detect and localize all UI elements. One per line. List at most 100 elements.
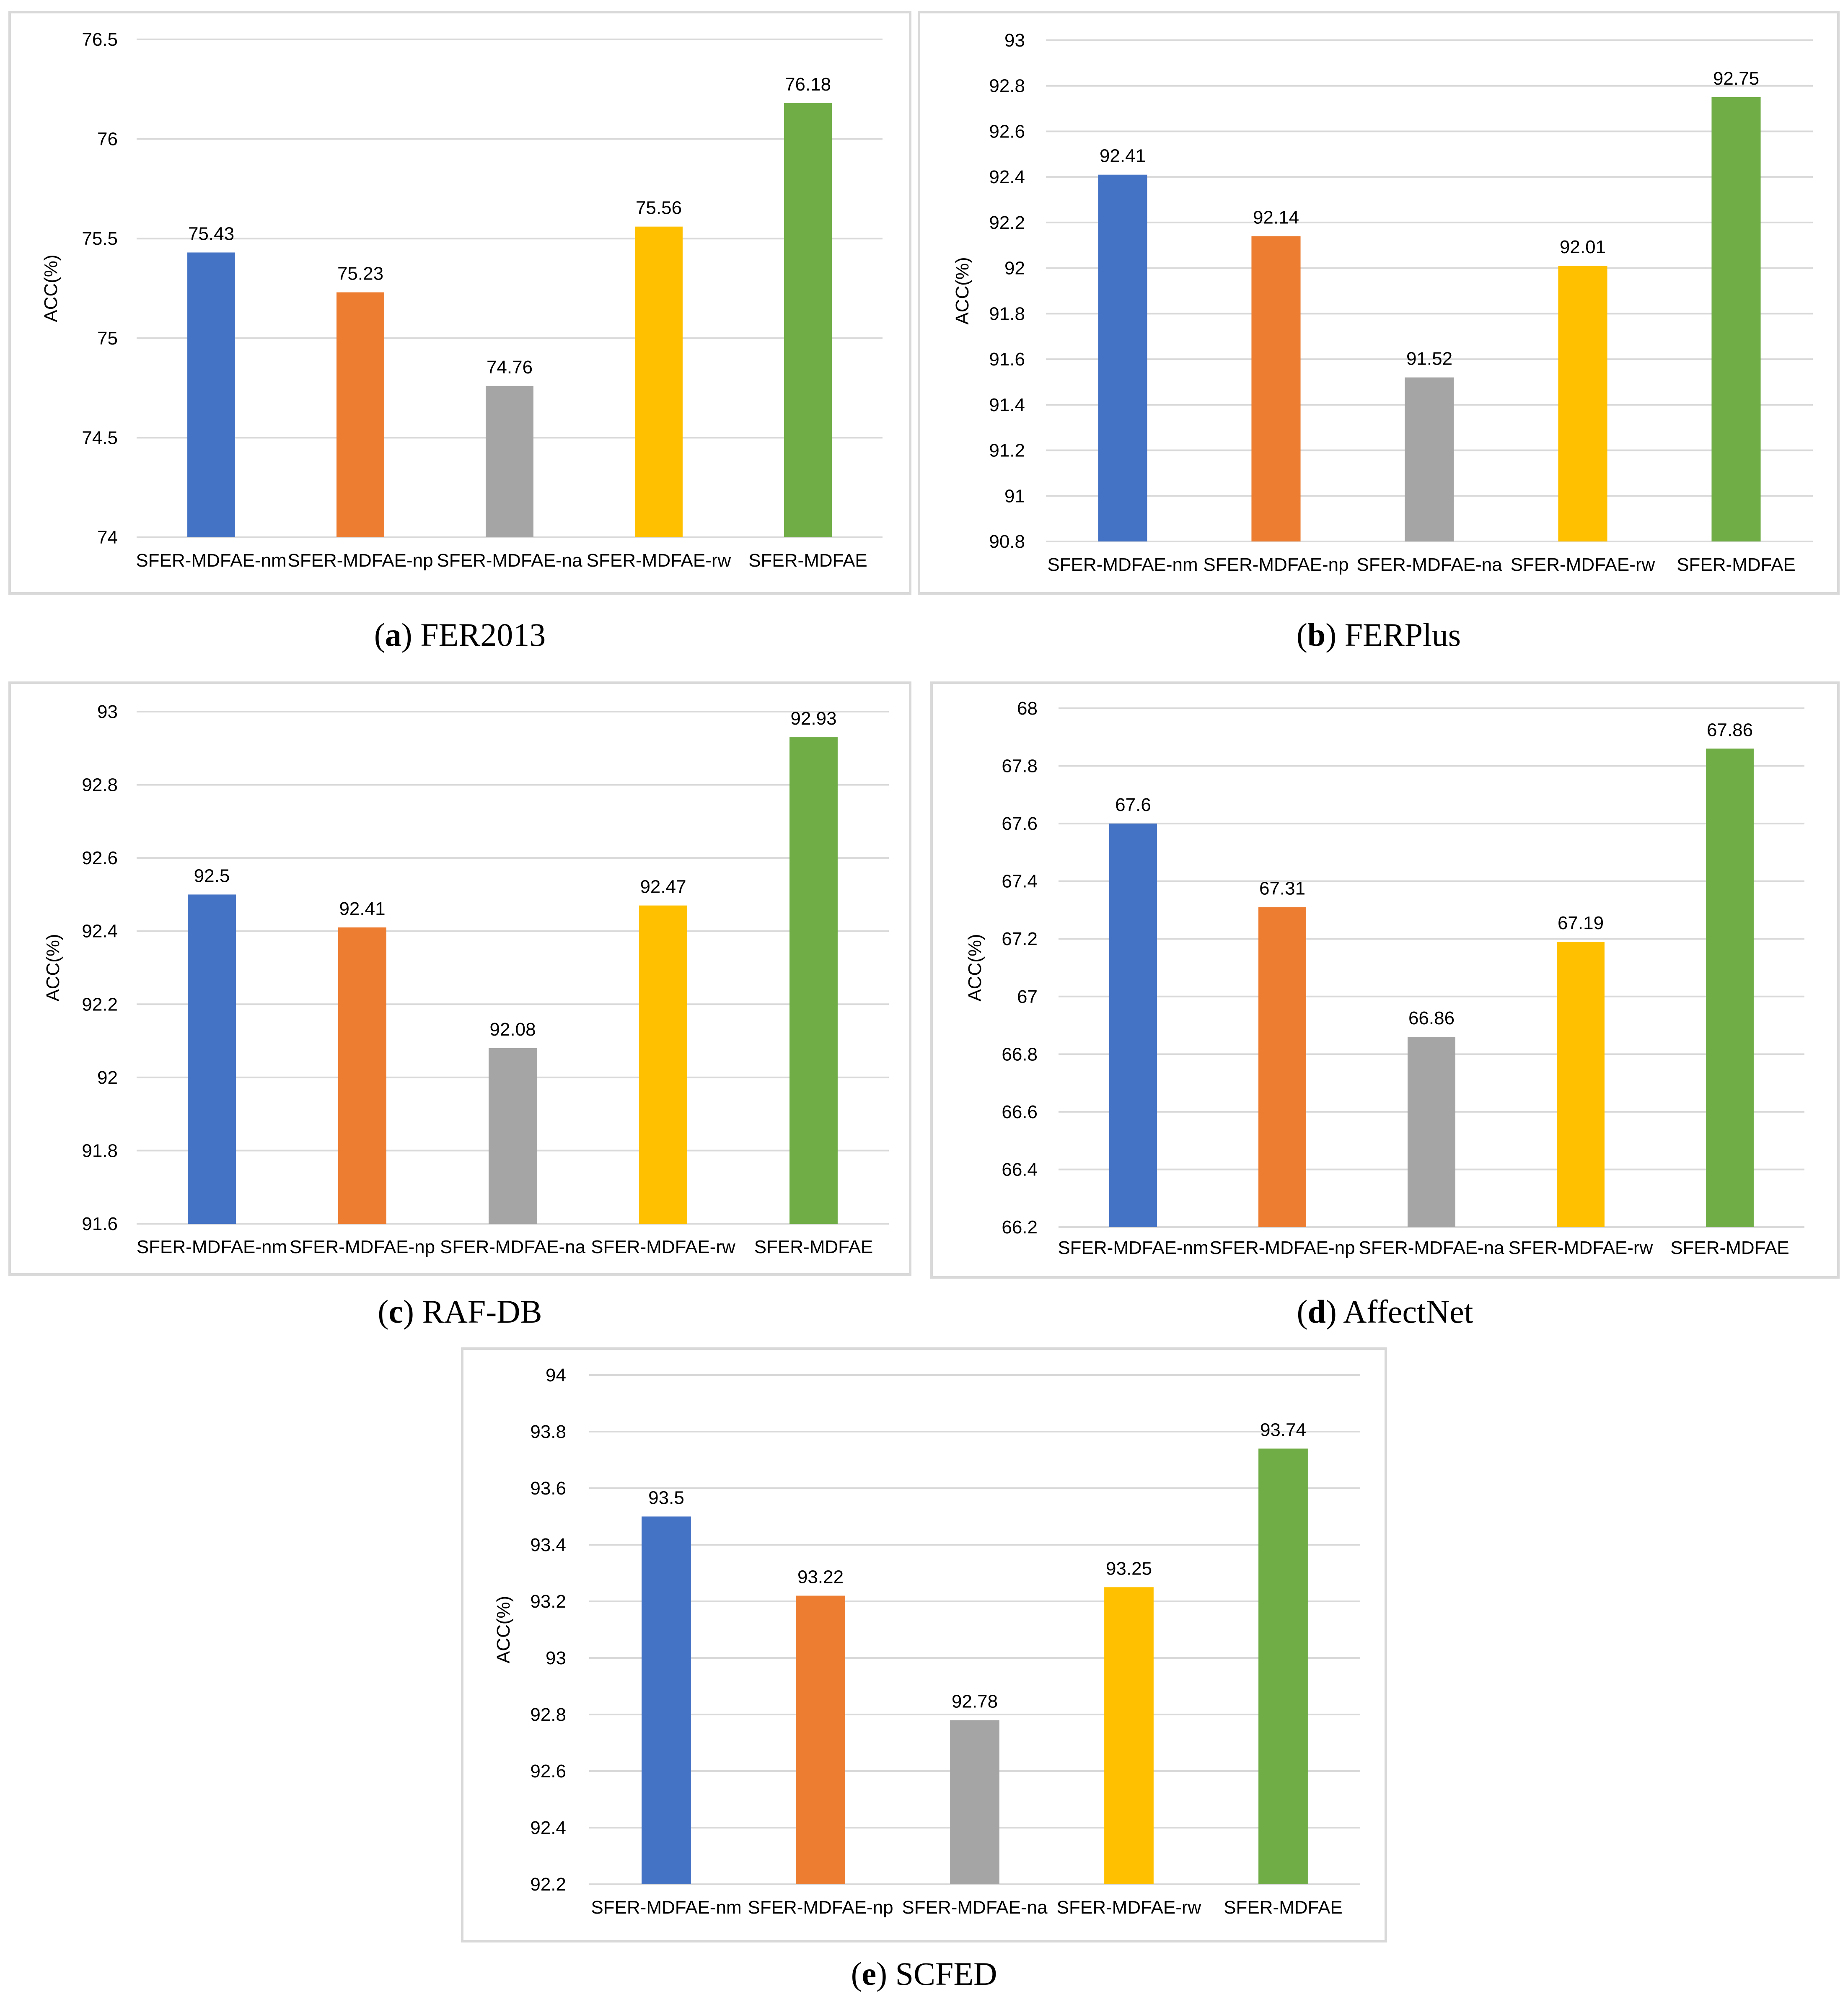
y-tick-label: 75.5 xyxy=(82,228,118,249)
x-tick-label: SFER-MDFAE-na xyxy=(440,1237,586,1257)
data-label: 67.86 xyxy=(1707,720,1753,740)
y-axis-label: ACC(%) xyxy=(493,1596,514,1663)
bar xyxy=(336,292,384,537)
bar xyxy=(796,1595,845,1884)
y-axis-label: ACC(%) xyxy=(43,934,63,1001)
x-tick-label: SFER-MDFAE-rw xyxy=(587,550,731,571)
data-label: 93.5 xyxy=(648,1488,684,1508)
bar xyxy=(642,1516,691,1884)
x-tick-label: SFER-MDFAE-nm xyxy=(1047,554,1198,575)
bar xyxy=(1405,377,1454,541)
x-tick-label: SFER-MDFAE-np xyxy=(748,1897,893,1918)
bar xyxy=(1098,174,1147,541)
chart-panel-raf-db: 91.6 91.8 92 92.2 92.4 92.6 92.8 93 ACC(%) 92.5 SF… xyxy=(8,681,911,1276)
x-tick-label: SFER-MDFAE-na xyxy=(437,550,582,571)
bar xyxy=(1109,824,1157,1227)
caption-text: RAF-DB xyxy=(422,1293,542,1330)
data-label: 92.78 xyxy=(952,1691,998,1712)
y-tick-label: 67 xyxy=(1017,987,1038,1007)
caption-letter: c xyxy=(388,1293,404,1330)
y-tick-label: 75 xyxy=(97,328,118,349)
data-label: 92.75 xyxy=(1713,68,1759,89)
y-tick-label: 92.8 xyxy=(82,775,118,795)
data-label: 92.5 xyxy=(194,865,230,886)
x-tick-label: SFER-MDFAE xyxy=(1224,1897,1343,1918)
caption-raf-db: (c) RAF-DB xyxy=(378,1293,542,1330)
bar-chart-raf-db: 91.6 91.8 92 92.2 92.4 92.6 92.8 93 ACC(%) 92.5 SF… xyxy=(43,702,889,1257)
x-tick-label: SFER-MDFAE-np xyxy=(287,550,433,571)
y-tick-label: 91 xyxy=(1004,486,1025,506)
data-label: 75.43 xyxy=(188,223,234,244)
y-tick-label: 93 xyxy=(546,1648,566,1668)
chart-panel-ferplus: 90.8 91 91.2 91.4 91.6 91.8 92 92.2 92.4 92.6 92.8… xyxy=(918,11,1840,595)
data-label: 75.23 xyxy=(337,264,383,284)
x-tick-label: SFER-MDFAE-na xyxy=(1356,554,1502,575)
bar xyxy=(784,103,832,538)
bar xyxy=(950,1720,999,1884)
bar-chart-scfed: 92.2 92.4 92.6 92.8 93 93.2 93.4 93.6 93.8 94 ACC(… xyxy=(493,1365,1360,1918)
chart-panel-scfed: 92.2 92.4 92.6 92.8 93 93.2 93.4 93.6 93.8 94 ACC(… xyxy=(461,1347,1387,1942)
y-tick-label: 66.4 xyxy=(1002,1159,1038,1180)
bar xyxy=(1251,236,1301,541)
y-tick-label: 66.6 xyxy=(1002,1102,1038,1122)
caption-ferplus: (b) FERPlus xyxy=(1296,616,1461,653)
bar xyxy=(187,252,235,537)
data-label: 93.22 xyxy=(797,1567,844,1588)
y-tick-label: 93.4 xyxy=(530,1535,566,1555)
bar xyxy=(635,226,683,537)
y-tick-label: 92.4 xyxy=(989,167,1025,187)
x-tick-label: SFER-MDFAE-nm xyxy=(1058,1238,1208,1258)
bar xyxy=(1408,1037,1455,1227)
x-tick-label: SFER-MDFAE-np xyxy=(1203,554,1348,575)
data-label: 92.08 xyxy=(489,1019,536,1040)
bar xyxy=(789,737,838,1224)
y-tick-label: 92.2 xyxy=(989,212,1025,233)
x-tick-label: SFER-MDFAE xyxy=(1677,554,1796,575)
y-tick-label: 92.4 xyxy=(82,921,118,942)
bar-chart-ferplus: 90.8 91 91.2 91.4 91.6 91.8 92 92.2 92.4 92.6 92.8… xyxy=(952,30,1813,575)
bar-chart-affectnet: 66.2 66.4 66.6 66.8 67 67.2 67.4 67.6 67.8 68 ACC(… xyxy=(965,698,1804,1258)
x-tick-label: SFER-MDFAE-rw xyxy=(591,1237,735,1257)
y-tick-label: 91.4 xyxy=(989,395,1025,415)
bar xyxy=(1258,907,1306,1227)
caption-affectnet: (d) AffectNet xyxy=(1297,1293,1473,1330)
y-axis-label: ACC(%) xyxy=(952,257,973,324)
y-tick-label: 68 xyxy=(1017,698,1038,719)
data-label: 92.41 xyxy=(1100,146,1146,166)
y-tick-label: 92.4 xyxy=(530,1818,566,1838)
bar xyxy=(1711,97,1761,542)
bar xyxy=(338,927,386,1224)
y-tick-label: 92.2 xyxy=(82,994,118,1015)
y-tick-label: 91.8 xyxy=(82,1140,118,1161)
y-tick-label: 74.5 xyxy=(82,427,118,448)
x-tick-label: SFER-MDFAE-rw xyxy=(1057,1897,1201,1918)
y-tick-label: 93.6 xyxy=(530,1478,566,1499)
y-tick-label: 76 xyxy=(97,129,118,150)
caption-letter: a xyxy=(385,616,401,653)
x-tick-label: SFER-MDFAE xyxy=(754,1237,873,1257)
y-tick-label: 92.6 xyxy=(989,121,1025,142)
y-tick-label: 93 xyxy=(1004,30,1025,51)
data-label: 92.14 xyxy=(1253,207,1299,228)
caption-text: FERPlus xyxy=(1344,616,1461,653)
bar xyxy=(1558,266,1607,541)
bar xyxy=(639,905,687,1224)
x-tick-label: SFER-MDFAE-nm xyxy=(136,550,286,571)
y-tick-label: 90.8 xyxy=(989,531,1025,552)
bar xyxy=(489,1048,537,1224)
y-tick-label: 67.2 xyxy=(1002,929,1038,949)
chart-panel-fer2013: 74 74.5 75 75.5 76 76.5 ACC(%) 75.43 SFER-MDFAE-… xyxy=(8,11,911,595)
data-label: 92.01 xyxy=(1560,237,1606,257)
caption-scfed: (e) SCFED xyxy=(851,1955,997,1992)
y-tick-label: 91.6 xyxy=(989,349,1025,370)
data-label: 93.74 xyxy=(1260,1420,1306,1440)
x-tick-label: SFER-MDFAE xyxy=(748,550,867,571)
x-tick-label: SFER-MDFAE-np xyxy=(290,1237,435,1257)
data-label: 67.19 xyxy=(1558,913,1604,933)
chart-panel-affectnet: 66.2 66.4 66.6 66.8 67 67.2 67.4 67.6 67.8 68 ACC(… xyxy=(930,681,1840,1279)
data-label: 76.18 xyxy=(785,74,831,95)
data-label: 92.93 xyxy=(790,708,836,729)
y-tick-label: 91.8 xyxy=(989,303,1025,324)
bar xyxy=(188,894,236,1224)
y-tick-label: 67.6 xyxy=(1002,813,1038,834)
